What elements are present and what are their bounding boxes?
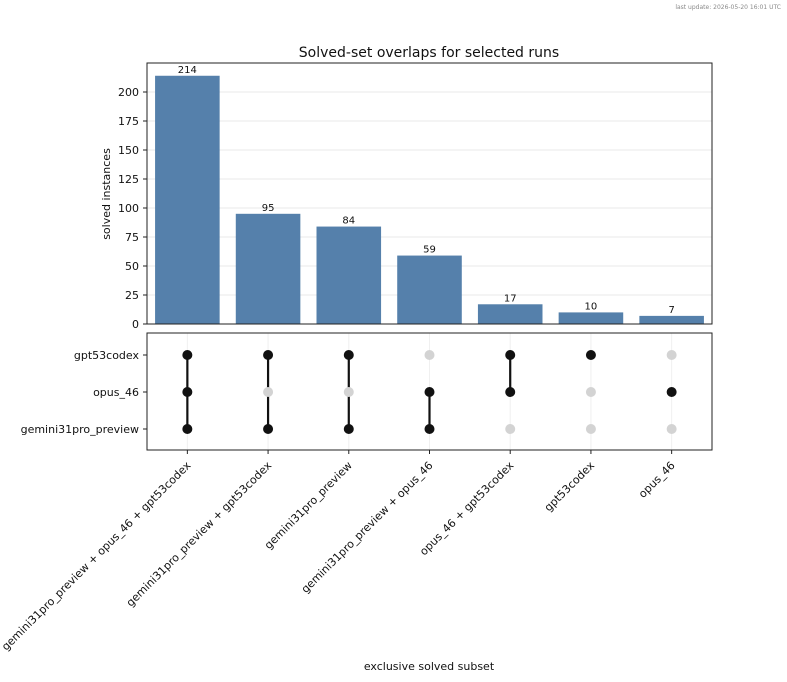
y-tick-label: 125 [118, 173, 139, 186]
bar [639, 315, 704, 324]
bar-value-label: 59 [423, 245, 436, 256]
bar [477, 304, 543, 324]
membership-dot-active [585, 350, 596, 360]
membership-dot-inactive [585, 387, 596, 397]
membership-dot-active [263, 350, 274, 360]
bar [235, 213, 301, 324]
bar-value-label: 214 [178, 65, 197, 76]
x-tick-labels: gemini31pro_preview + opus_46 + gpt53cod… [0, 450, 678, 653]
y-tick-label: 150 [118, 144, 139, 157]
membership-dot-inactive [505, 424, 516, 434]
last-update-stamp: last update: 2026-05-20 16:01 UTC [675, 4, 781, 11]
membership-dot-inactive [343, 387, 354, 397]
y-tick-label: 0 [132, 318, 139, 331]
x-tick-label: gemini31pro_preview + gpt53codex [124, 459, 275, 610]
membership-matrix: gpt53codex opus_46 gemini31pro_preview [21, 332, 713, 451]
membership-dot-active [343, 350, 354, 360]
chart-title: Solved-set overlaps for selected runs [299, 45, 559, 61]
x-tick-label: gemini31pro_preview + opus_46 [299, 459, 436, 596]
bar-value-label: 95 [262, 203, 275, 214]
membership-dot-active [505, 350, 516, 360]
bar [155, 75, 220, 324]
set-label: opus_46 [93, 386, 139, 399]
bars-panel: 0 25 50 75 100 125 150 175 200 214 95 84 59 17 10 7 [118, 62, 713, 331]
membership-dot-active [182, 387, 193, 397]
x-tick-label: gpt53codex [542, 459, 598, 515]
set-label: gpt53codex [74, 349, 140, 362]
x-tick-label: gemini31pro_preview + opus_46 + gpt53cod… [0, 459, 194, 654]
y-tick-label: 100 [118, 202, 139, 215]
x-tick-label: gemini31pro_preview [262, 459, 355, 552]
bar-value-label: 7 [668, 305, 674, 316]
membership-dot-active [424, 424, 435, 434]
membership-dot-inactive [666, 350, 677, 360]
membership-dot-inactive [263, 387, 274, 397]
y-tick-label: 75 [125, 231, 139, 244]
bar [397, 255, 462, 324]
x-tick-label: opus_46 [636, 459, 678, 501]
y-tick-label: 25 [125, 289, 139, 302]
membership-dot-active [666, 387, 677, 397]
membership-dot-active [263, 424, 274, 434]
bar [316, 226, 382, 324]
membership-dot-inactive [585, 424, 596, 434]
membership-dot-active [343, 424, 354, 434]
y-axis-label: solved instances [100, 148, 113, 240]
y-tick-label: 50 [125, 260, 139, 273]
y-tick-label: 175 [118, 115, 139, 128]
bar-value-label: 10 [585, 301, 598, 312]
bars-frame [146, 62, 713, 325]
y-tick-label: 200 [118, 86, 139, 99]
membership-dot-active [424, 387, 435, 397]
membership-dot-active [182, 350, 193, 360]
bar-value-label: 84 [342, 216, 355, 227]
membership-dot-inactive [666, 424, 677, 434]
x-tick-label: opus_46 + gpt53codex [417, 459, 517, 559]
bar [558, 312, 624, 324]
membership-dot-active [182, 424, 193, 434]
membership-dot-active [505, 387, 516, 397]
bar-value-label: 17 [504, 293, 517, 304]
x-axis-label: exclusive solved subset [364, 660, 495, 673]
membership-dot-inactive [424, 350, 435, 360]
set-label: gemini31pro_preview [21, 423, 139, 436]
